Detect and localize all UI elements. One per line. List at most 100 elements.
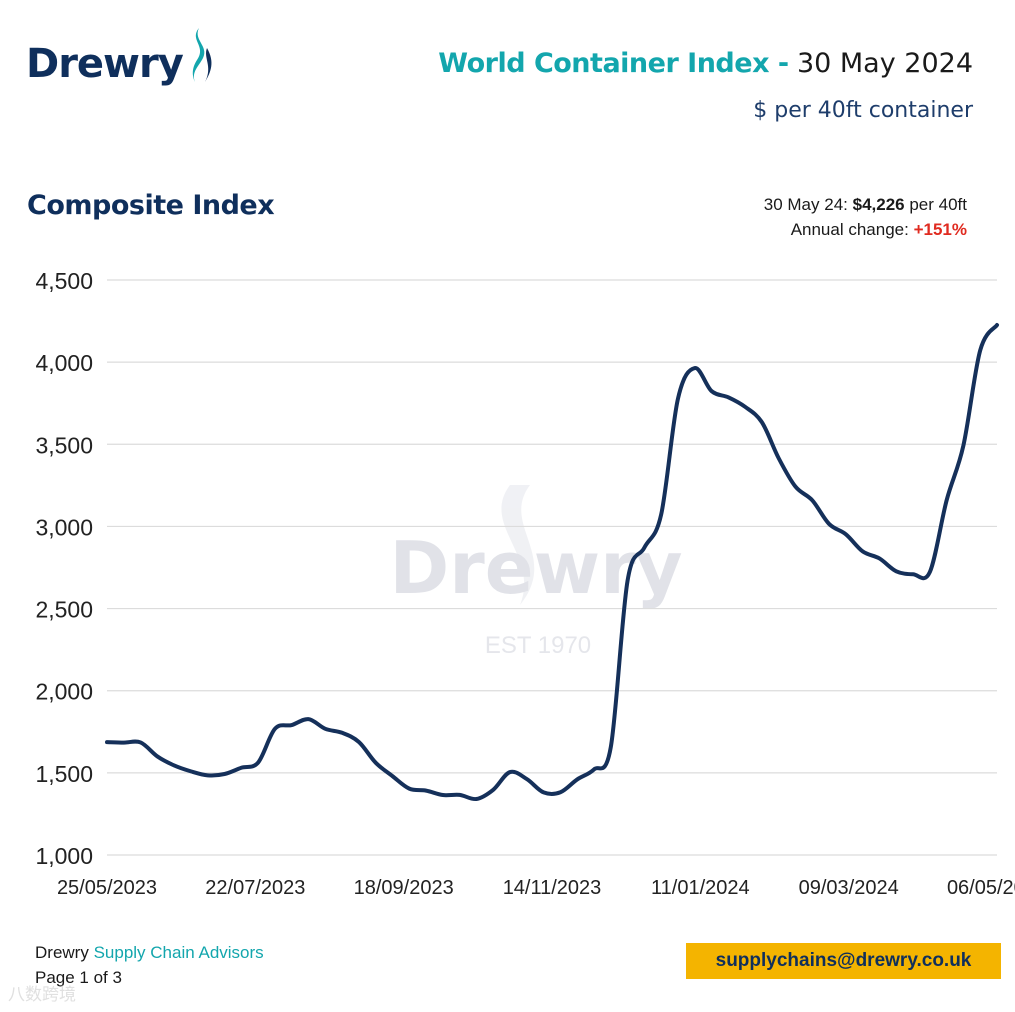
logo-text: Drewry [26, 41, 184, 87]
flame-icon [192, 28, 212, 82]
data-point [677, 398, 678, 399]
drewry-logo: Drewry [26, 26, 215, 86]
data-point [342, 732, 343, 733]
data-point [308, 719, 309, 720]
data-point [476, 798, 477, 799]
x-tick-label: 14/11/2023 [503, 877, 602, 899]
page-indicator: Page 1 of 3 [35, 968, 122, 987]
data-point [358, 741, 359, 742]
data-point [913, 574, 914, 575]
data-point [241, 767, 242, 768]
footer-org: Drewry Supply Chain Advisors [35, 940, 264, 965]
data-point [661, 514, 662, 515]
x-tick-label: 11/01/2024 [651, 877, 750, 899]
gridlines [107, 279, 997, 856]
data-point [224, 774, 225, 775]
data-point [896, 571, 897, 572]
data-point [845, 534, 846, 535]
data-point [392, 776, 393, 777]
y-tick-label: 3,000 [35, 514, 93, 540]
data-point [291, 725, 292, 726]
series-group [105, 323, 999, 802]
header-subtitle: $ per 40ft container [753, 98, 973, 123]
y-axis-ticks: 1,000 1,500 2,000 2,500 3,000 3,500 4,000 4,500 [35, 268, 93, 869]
x-tick-label: 18/09/2023 [354, 877, 454, 899]
x-tick-label: 06/05/2024 [947, 877, 1015, 899]
chart-title: Composite Index [27, 190, 275, 221]
data-point [140, 742, 141, 743]
x-tick-label: 25/05/2023 [57, 877, 157, 899]
data-point [761, 422, 762, 423]
footer-org-division: Supply Chain Advisors [93, 943, 264, 962]
watermark-est-text: EST 1970 [485, 632, 591, 659]
data-point [829, 523, 830, 524]
watermark: Drewry EST 1970 [389, 485, 683, 659]
y-tick-label: 2,500 [35, 597, 93, 623]
data-point [577, 779, 578, 780]
data-point [409, 788, 410, 789]
data-point [274, 728, 275, 729]
annual-change-line: Annual change: +151% [764, 217, 967, 242]
y-tick-label: 3,500 [35, 432, 93, 458]
header-title-index: World Container Index - [438, 48, 789, 79]
data-point [325, 728, 326, 729]
y-tick-label: 4,000 [35, 350, 93, 376]
data-point [526, 779, 527, 780]
latest-value-unit: per 40ft [909, 195, 967, 214]
data-point [123, 742, 124, 743]
data-point [493, 789, 494, 790]
data-point [258, 762, 259, 763]
watermark-text: Drewry [389, 526, 682, 610]
data-point [728, 397, 729, 398]
data-point [610, 747, 611, 748]
composite-index-chart: Drewry EST 1970 1,000 1,500 2,000 2,500 3,00… [35, 268, 1015, 899]
footer-left: Drewry Supply Chain Advisors Page 1 of 3 [35, 940, 264, 990]
annual-change-value: +151% [913, 220, 967, 239]
latest-date-label: 30 May 24: [763, 195, 848, 214]
latest-value-line: 30 May 24: $4,226 per 40ft [764, 192, 967, 217]
data-point [207, 775, 208, 776]
data-point [980, 350, 981, 351]
data-point [745, 406, 746, 407]
data-point [862, 551, 863, 552]
data-point [644, 547, 645, 548]
data-point [510, 772, 511, 773]
data-point [946, 500, 947, 501]
data-point [812, 500, 813, 501]
header-title: World Container Index - 30 May 2024 [438, 48, 973, 78]
data-point [694, 368, 695, 369]
annual-change-label: Annual change: [790, 220, 909, 239]
footer-org-name: Drewry [35, 943, 89, 962]
data-point [795, 486, 796, 487]
data-point [426, 790, 427, 791]
data-point [375, 762, 376, 763]
data-point [543, 792, 544, 793]
x-axis-ticks: 25/05/2023 22/07/2023 18/09/2023 14/11/2023… [57, 877, 1015, 899]
data-point [627, 580, 628, 581]
header-title-date: 30 May 2024 [796, 48, 973, 79]
latest-value-info: 30 May 24: $4,226 per 40ft Annual change… [764, 192, 967, 242]
data-point [711, 391, 712, 392]
data-point [879, 558, 880, 559]
data-point [174, 765, 175, 766]
latest-value: $4,226 [852, 195, 905, 214]
data-point [190, 771, 191, 772]
x-tick-label: 22/07/2023 [205, 877, 305, 899]
data-point [560, 792, 561, 793]
data-point [963, 445, 964, 446]
data-point [442, 795, 443, 796]
data-point [929, 572, 930, 573]
corner-watermark: 八数跨境 [8, 985, 76, 1004]
data-point [593, 769, 594, 770]
y-tick-label: 1,500 [35, 761, 93, 787]
data-point [157, 756, 158, 757]
series-line [105, 323, 999, 802]
data-point [997, 325, 998, 326]
y-tick-label: 2,000 [35, 679, 93, 705]
contact-email[interactable]: supplychains@drewry.co.uk [686, 943, 1001, 979]
data-point [459, 794, 460, 795]
x-tick-label: 09/03/2024 [799, 877, 899, 899]
y-tick-label: 1,000 [35, 843, 93, 869]
data-point [778, 458, 779, 459]
y-tick-label: 4,500 [35, 268, 93, 294]
